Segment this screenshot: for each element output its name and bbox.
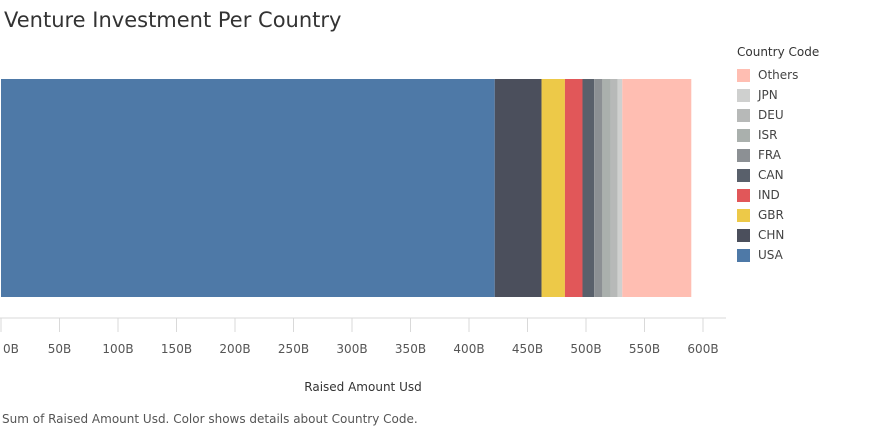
legend-item-usa[interactable]: USA <box>737 245 819 265</box>
bar-segment-ind[interactable] <box>564 79 583 297</box>
x-tick-label: 550B <box>629 342 660 356</box>
legend-item-can[interactable]: CAN <box>737 165 819 185</box>
legend-item-jpn[interactable]: JPN <box>737 85 819 105</box>
bar-segment-usa[interactable] <box>1 79 495 297</box>
legend-label: DEU <box>758 108 784 122</box>
legend-swatch <box>737 188 750 202</box>
legend-swatch <box>737 68 750 82</box>
x-axis-title: Raised Amount Usd <box>304 380 421 394</box>
bar-segment-deu[interactable] <box>610 79 618 297</box>
x-tick-label: 450B <box>512 342 543 356</box>
legend-label: CAN <box>758 168 784 182</box>
x-tick-label: 0B <box>3 342 19 356</box>
legend-swatch <box>737 208 750 222</box>
x-tick-label: 200B <box>219 342 250 356</box>
x-tick-label: 250B <box>278 342 309 356</box>
bar-segment-others[interactable] <box>622 79 692 297</box>
legend-item-isr[interactable]: ISR <box>737 125 819 145</box>
chart-caption: Sum of Raised Amount Usd. Color shows de… <box>2 412 418 426</box>
legend-swatch <box>737 128 750 142</box>
bar-segment-chn[interactable] <box>494 79 542 297</box>
legend-label: ISR <box>758 128 778 142</box>
legend-label: IND <box>758 188 780 202</box>
legend: Country Code Others JPN DEU ISR FRA CAN IND GBR… <box>737 45 819 265</box>
bar-segment-can[interactable] <box>582 79 595 297</box>
x-axis: 0B 50B 100B 150B 200B 250B 300B 350B 400B 450B 500… <box>0 317 726 356</box>
legend-swatch <box>737 88 750 102</box>
x-tick-label: 500B <box>570 342 601 356</box>
legend-label: FRA <box>758 148 781 162</box>
legend-item-chn[interactable]: CHN <box>737 225 819 245</box>
chart-title: Venture Investment Per Country <box>4 8 342 32</box>
legend-item-deu[interactable]: DEU <box>737 105 819 125</box>
legend-swatch <box>737 248 750 262</box>
legend-title: Country Code <box>737 45 820 59</box>
x-tick-label: 300B <box>336 342 367 356</box>
x-tick-label: 50B <box>48 342 72 356</box>
legend-label: USA <box>758 248 783 262</box>
legend-swatch <box>737 148 750 162</box>
legend-label: Others <box>758 68 799 82</box>
bar-segment-jpn[interactable] <box>617 79 623 297</box>
bars-group <box>1 79 692 297</box>
legend-swatch <box>737 168 750 182</box>
legend-item-gbr[interactable]: GBR <box>737 205 819 225</box>
legend-label: JPN <box>758 88 778 102</box>
legend-item-others[interactable]: Others <box>737 65 819 85</box>
x-tick-label: 150B <box>161 342 192 356</box>
x-tick-label: 400B <box>453 342 484 356</box>
legend-label: GBR <box>758 208 784 222</box>
legend-swatch <box>737 108 750 122</box>
legend-swatch <box>737 228 750 242</box>
bar-segment-fra[interactable] <box>594 79 603 297</box>
x-tick-label: 100B <box>102 342 133 356</box>
legend-label: CHN <box>758 228 785 242</box>
x-tick-label: 350B <box>395 342 426 356</box>
bar-segment-gbr[interactable] <box>541 79 565 297</box>
legend-item-ind[interactable]: IND <box>737 185 819 205</box>
legend-items: Others JPN DEU ISR FRA CAN IND GBR CHN USA <box>737 65 819 265</box>
bar-segment-isr[interactable] <box>602 79 611 297</box>
legend-item-fra[interactable]: FRA <box>737 145 819 165</box>
x-tick-label: 600B <box>687 342 718 356</box>
